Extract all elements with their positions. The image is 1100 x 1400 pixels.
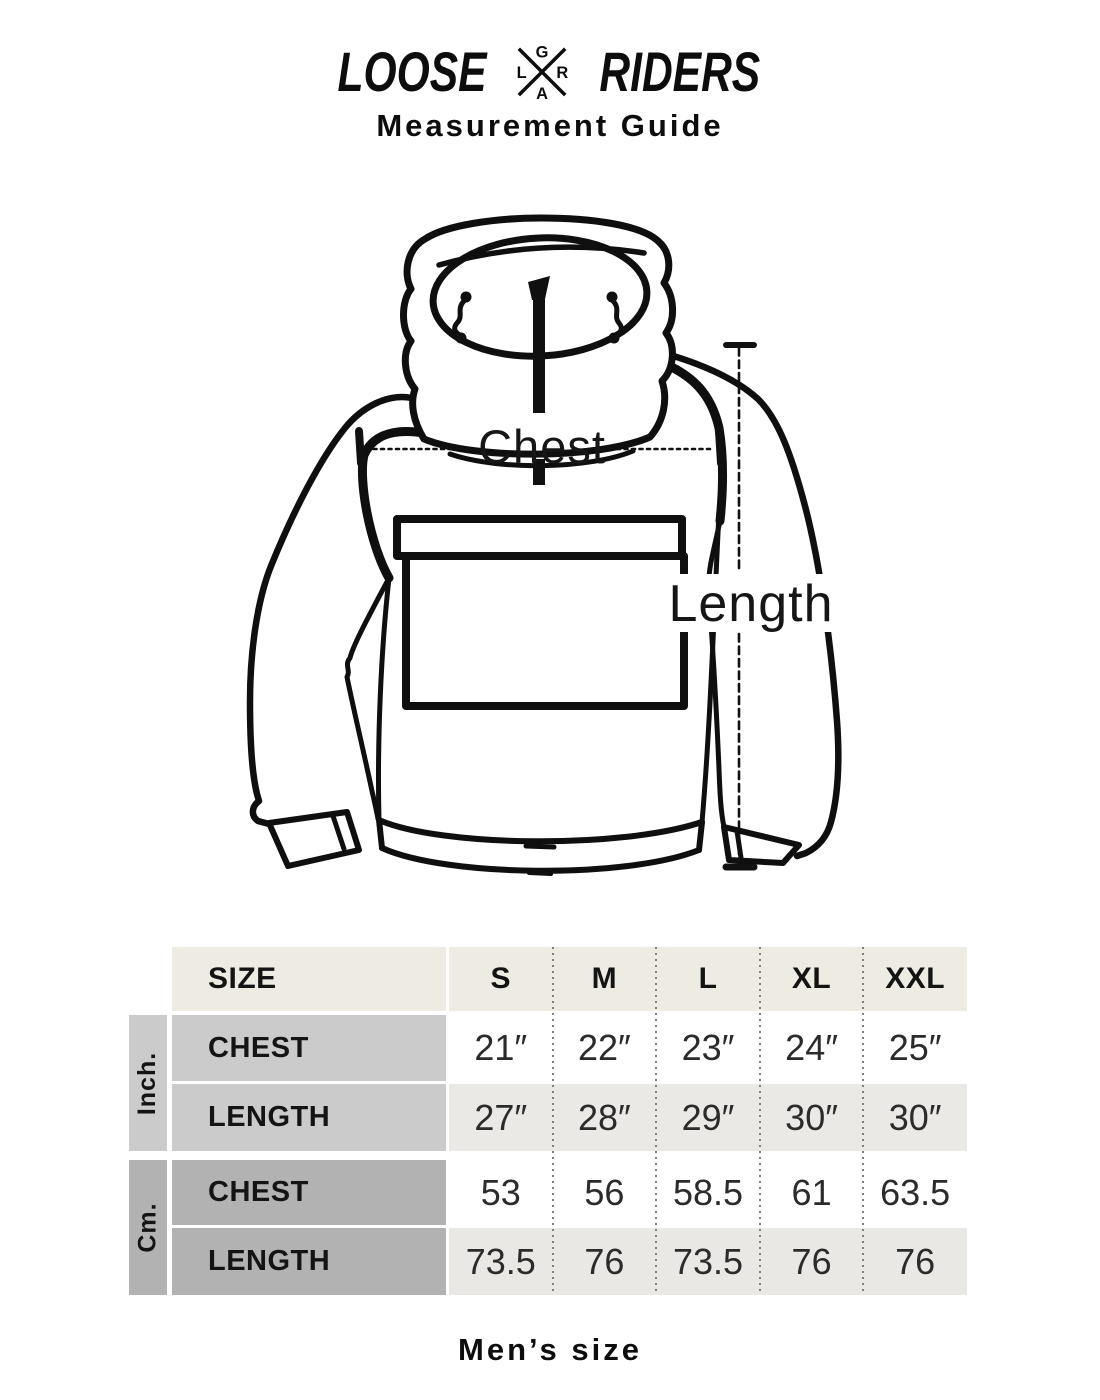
length-label-backplate	[660, 574, 842, 632]
size-header-xl: XL	[791, 962, 832, 995]
size-column-header: SIZE	[208, 962, 277, 995]
cell-chest-cm-xl: 61	[791, 1171, 832, 1213]
emblem-letter-left: L	[517, 64, 527, 82]
pocket-pouch	[402, 552, 688, 710]
column-separator	[552, 947, 554, 1295]
hem-notch	[523, 843, 557, 850]
cell-length-cm-s: 73.5	[465, 1240, 536, 1282]
cell-chest-cm-xxl: 63.5	[880, 1171, 951, 1213]
cell-length-cm-xl: 76	[791, 1240, 832, 1282]
emblem-letter-bottom: A	[536, 85, 548, 100]
hem-band-bottom	[379, 845, 702, 874]
drawstring-right-tip	[608, 332, 620, 344]
table-corner-cell: SIZE	[172, 947, 446, 1011]
zipper	[528, 276, 550, 485]
left-sleeve-outer	[246, 393, 416, 828]
guide-subtitle: Measurement Guide	[376, 108, 724, 143]
column-separator	[655, 947, 657, 1295]
cell-chest-cm-s: 53	[480, 1171, 521, 1213]
drawstring-right	[610, 298, 624, 338]
length-measure	[722, 342, 758, 871]
brand-x-emblem-icon: G L R A	[517, 43, 569, 100]
length-measure-label: Length	[668, 575, 833, 633]
table-row-chest-inch: 21″ 22″ 23″ 24″ 25″	[449, 1015, 967, 1081]
cell-length-inch-s: 27″	[474, 1096, 528, 1138]
right-body-side	[699, 510, 722, 825]
size-header-l: L	[698, 962, 718, 995]
column-separator	[862, 947, 864, 1295]
hoodie-diagram: Chest Length	[246, 214, 842, 876]
left-body-side	[375, 575, 392, 823]
cell-length-inch-xl: 30″	[785, 1096, 838, 1138]
emblem-cross-line	[517, 47, 567, 97]
cell-length-inch-m: 28″	[577, 1096, 631, 1138]
brand-header: LOOSE G L R A RIDERS Measurement Guide	[0, 40, 1100, 144]
size-header-s: S	[490, 962, 512, 995]
cell-chest-cm-l: 58.5	[672, 1171, 744, 1213]
row-label-length-inch: LENGTH	[172, 1084, 446, 1151]
column-separator	[759, 947, 761, 1295]
logo-word-riders: RIDERS	[599, 39, 761, 103]
cell-chest-inch-s: 21″	[474, 1027, 528, 1068]
cell-length-inch-l: 29″	[681, 1096, 735, 1138]
cell-chest-inch-xl: 24″	[785, 1027, 838, 1068]
table-row-chest-cm: 53 56 58.5 61 63.5	[449, 1160, 967, 1225]
row-label-chest-cm: CHEST	[172, 1160, 446, 1225]
left-sleeve-inner	[344, 575, 392, 822]
zipper-tape-lower	[533, 459, 545, 485]
right-cuff-seam	[734, 828, 744, 861]
kangaroo-pocket	[393, 515, 688, 710]
table-row-length-inch: 27″ 28″ 29″ 30″ 30″	[449, 1084, 967, 1151]
hood-inner-line	[436, 244, 647, 268]
table-row-length-cm: 73.5 76 73.5 76 76	[449, 1228, 967, 1295]
hem-band-top	[376, 817, 705, 845]
size-header-m: M	[591, 962, 618, 995]
unit-sidebar-cm: Cm.	[129, 1160, 167, 1295]
cell-length-cm-m: 76	[584, 1240, 625, 1282]
cell-chest-inch-l: 23″	[681, 1027, 735, 1068]
size-header-row: S M L XL XXL	[449, 947, 967, 1011]
cell-length-cm-xxl: 76	[895, 1240, 936, 1282]
emblem-letter-right: R	[557, 64, 569, 82]
drawstring-left	[452, 298, 467, 338]
hem-notch	[527, 871, 553, 876]
footer-title: Men’s size	[458, 1332, 642, 1367]
unit-label-cm: Cm.	[133, 1202, 162, 1253]
emblem-letter-top: G	[536, 43, 549, 61]
size-header-xxl: XXL	[885, 962, 946, 995]
cell-length-inch-xxl: 30″	[888, 1096, 942, 1138]
right-cuff	[721, 824, 802, 866]
cell-chest-cm-m: 56	[584, 1171, 625, 1213]
cell-chest-inch-xxl: 25″	[888, 1027, 942, 1068]
unit-label-inch: Inch.	[133, 1051, 162, 1115]
chest-tick-right	[715, 427, 725, 467]
row-label-chest-inch: CHEST	[172, 1015, 446, 1081]
brand-logo: LOOSE G L R A RIDERS	[0, 39, 1100, 103]
left-cuff	[266, 809, 362, 869]
cell-length-cm-l: 73.5	[672, 1240, 744, 1282]
zipper-tape-upper	[533, 286, 545, 413]
cell-chest-inch-m: 22″	[577, 1027, 631, 1068]
unit-sidebar-inch: Inch.	[129, 1015, 167, 1151]
chest-measure-label: Chest	[478, 420, 606, 473]
left-cuff-seam	[330, 813, 347, 852]
row-label-length-cm: LENGTH	[172, 1228, 446, 1295]
pocket-flap	[393, 515, 686, 560]
drawstrings	[452, 291, 624, 344]
chest-tick-left	[355, 427, 365, 467]
hem-band-right	[696, 819, 705, 853]
hem-band-left	[376, 817, 385, 851]
chest-measure	[355, 427, 725, 467]
drawstring-left-tip	[455, 332, 467, 344]
logo-word-loose: LOOSE	[337, 39, 487, 103]
